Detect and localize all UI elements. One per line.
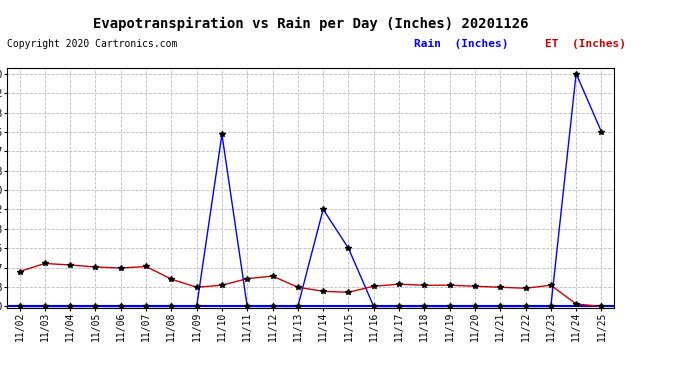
ET  (Inches) — [319, 289, 327, 294]
ET  (Inches) — [598, 304, 606, 309]
Rain  (Inches) — [117, 304, 125, 309]
Rain  (Inches) — [142, 304, 150, 309]
ET  (Inches) — [243, 276, 251, 281]
Rain  (Inches) — [370, 304, 378, 309]
ET  (Inches) — [193, 285, 201, 290]
Rain  (Inches) — [167, 304, 175, 309]
Rain  (Inches) — [395, 304, 403, 309]
ET  (Inches) — [496, 285, 504, 290]
ET  (Inches) — [294, 285, 302, 290]
ET  (Inches) — [142, 264, 150, 269]
ET  (Inches) — [446, 283, 454, 288]
Rain  (Inches) — [546, 304, 555, 309]
Rain  (Inches) — [218, 132, 226, 136]
ET  (Inches) — [41, 261, 49, 266]
ET  (Inches) — [344, 290, 353, 294]
ET  (Inches) — [117, 266, 125, 270]
ET  (Inches) — [395, 282, 403, 286]
Text: Copyright 2020 Cartronics.com: Copyright 2020 Cartronics.com — [7, 39, 177, 50]
ET  (Inches) — [218, 283, 226, 288]
ET  (Inches) — [420, 283, 428, 288]
Rain  (Inches) — [572, 71, 580, 76]
ET  (Inches) — [546, 283, 555, 288]
Line: Rain  (Inches): Rain (Inches) — [17, 71, 604, 309]
Rain  (Inches) — [598, 129, 606, 134]
Rain  (Inches) — [496, 304, 504, 309]
Rain  (Inches) — [15, 304, 23, 309]
ET  (Inches) — [91, 265, 99, 269]
ET  (Inches) — [471, 284, 479, 288]
Rain  (Inches) — [41, 304, 49, 309]
ET  (Inches) — [167, 277, 175, 281]
Rain  (Inches) — [193, 304, 201, 309]
ET  (Inches) — [522, 286, 530, 291]
Rain  (Inches) — [243, 304, 251, 309]
Rain  (Inches) — [344, 246, 353, 250]
Text: ET  (Inches): ET (Inches) — [545, 39, 626, 50]
ET  (Inches) — [572, 302, 580, 306]
Text: Evapotranspiration vs Rain per Day (Inches) 20201126: Evapotranspiration vs Rain per Day (Inch… — [92, 17, 529, 31]
ET  (Inches) — [370, 284, 378, 288]
Rain  (Inches) — [471, 304, 479, 309]
ET  (Inches) — [15, 269, 23, 274]
Rain  (Inches) — [91, 304, 99, 309]
Rain  (Inches) — [268, 304, 277, 309]
ET  (Inches) — [66, 263, 75, 267]
Rain  (Inches) — [522, 304, 530, 309]
Line: ET  (Inches): ET (Inches) — [17, 261, 604, 309]
Rain  (Inches) — [420, 304, 428, 309]
Rain  (Inches) — [66, 304, 75, 309]
Text: Rain  (Inches): Rain (Inches) — [414, 39, 509, 50]
Rain  (Inches) — [446, 304, 454, 309]
Rain  (Inches) — [294, 304, 302, 309]
ET  (Inches) — [268, 274, 277, 278]
Rain  (Inches) — [319, 207, 327, 212]
